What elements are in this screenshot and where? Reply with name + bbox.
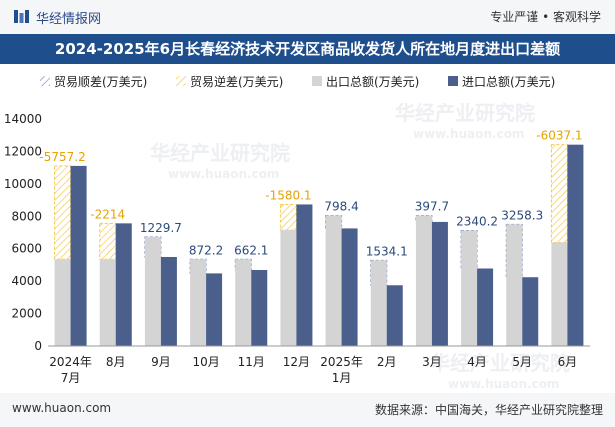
website-url[interactable]: www.huaon.com xyxy=(12,401,112,415)
import-bar xyxy=(251,269,268,346)
import-bar xyxy=(477,268,494,346)
watermark-text: 华经产业研究院 xyxy=(395,101,535,125)
export-bar xyxy=(325,215,342,346)
deficit-bar xyxy=(99,222,117,260)
x-tick-label: 2月 xyxy=(377,355,397,369)
x-tick-label: 4月 xyxy=(467,355,487,369)
y-tick-label: 8000 xyxy=(11,209,42,223)
x-tick-label: 3月 xyxy=(422,355,442,369)
import-bar xyxy=(386,285,403,346)
import-bar xyxy=(431,221,448,346)
balance-data-label: -2214 xyxy=(90,207,125,221)
data-source: 数据来源：中国海关，华经产业研究院整理 xyxy=(374,403,603,417)
x-tick-label: 7月 xyxy=(61,371,81,385)
y-tick-label: 6000 xyxy=(11,242,42,256)
deficit-bar xyxy=(279,203,297,231)
legend-swatch xyxy=(448,76,458,86)
x-tick-label: 1月 xyxy=(332,371,352,385)
x-tick-label: 2024年 xyxy=(49,355,92,369)
watermark-url: www.huaon.com xyxy=(448,377,559,391)
legend-swatch xyxy=(312,76,322,86)
import-bar xyxy=(70,165,87,346)
brand-name[interactable]: 华经情报网 xyxy=(36,12,102,27)
bottom-bar xyxy=(0,393,615,427)
watermark-text: 华经产业研究院 xyxy=(430,351,570,375)
x-tick-label: 11月 xyxy=(238,355,265,369)
legend-label: 出口总额(万美元) xyxy=(326,75,419,89)
y-tick-label: 10000 xyxy=(4,177,42,191)
slogan: 专业严谨 • 客观科学 xyxy=(490,10,601,24)
import-bar xyxy=(567,144,584,346)
export-bar xyxy=(415,215,432,346)
title-bar xyxy=(0,34,615,64)
chart-area: 华经产业研究院 www.huaon.com 华经产业研究院 www.huaon.com… xyxy=(4,74,590,391)
balance-data-label: -6037.1 xyxy=(536,129,582,143)
balance-data-label: 397.7 xyxy=(415,199,449,213)
legend-label: 贸易顺差(万美元) xyxy=(54,75,147,89)
watermark-url: www.huaon.com xyxy=(168,167,279,181)
balance-data-label: 3258.3 xyxy=(501,208,543,222)
watermark-text: 华经产业研究院 xyxy=(150,141,290,165)
balance-data-label: 872.2 xyxy=(189,243,223,257)
x-tick-label: 12月 xyxy=(283,355,310,369)
import-bar xyxy=(341,228,358,346)
export-bar xyxy=(506,224,523,346)
y-tick-label: 0 xyxy=(34,339,42,353)
legend-swatch xyxy=(176,76,186,86)
x-axis: 2024年 7月 8月 9月 10月 11月 12月 2025年 1月 2月 3月 4月 5月 6月 xyxy=(48,345,590,385)
balance-data-label: 1229.7 xyxy=(140,221,182,235)
y-tick-label: 12000 xyxy=(4,144,42,158)
export-bar xyxy=(280,230,297,346)
import-bar xyxy=(160,256,177,346)
balance-data-label: 662.1 xyxy=(234,243,268,257)
x-tick-label: 10月 xyxy=(192,355,219,369)
import-bar xyxy=(522,277,539,346)
export-bar xyxy=(144,237,161,346)
legend-label: 进口总额(万美元) xyxy=(462,75,555,89)
legend-label: 贸易逆差(万美元) xyxy=(190,74,283,89)
balance-data-label: -1580.1 xyxy=(265,188,311,202)
legend: 贸易顺差(万美元) 贸易逆差(万美元) 出口总额(万美元) 进口总额(万美元) xyxy=(40,74,555,89)
watermarks: 华经产业研究院 www.huaon.com 华经产业研究院 www.huaon.com… xyxy=(150,101,570,391)
x-tick-label: 5月 xyxy=(512,355,532,369)
export-bar xyxy=(235,259,252,346)
deficit-bar xyxy=(550,144,568,244)
y-tick-label: 14000 xyxy=(4,112,42,126)
x-tick-label: 6月 xyxy=(558,355,578,369)
import-bar xyxy=(115,223,132,346)
y-tick-label: 2000 xyxy=(11,307,42,321)
x-tick-label: 8月 xyxy=(106,355,126,369)
watermark-url: www.huaon.com xyxy=(413,127,524,141)
huajing-logo-icon xyxy=(14,10,29,23)
import-bar xyxy=(206,273,223,346)
export-bar xyxy=(461,230,478,346)
import-bar xyxy=(296,204,313,346)
export-bar xyxy=(54,259,71,346)
top-bar xyxy=(0,0,615,34)
x-tick-label: 2025年 xyxy=(320,355,363,369)
balance-data-label: 798.4 xyxy=(324,199,358,213)
export-bar xyxy=(370,260,387,346)
balance-data-label: 1534.1 xyxy=(366,244,408,258)
x-tick-label: 9月 xyxy=(151,355,171,369)
export-bar xyxy=(551,242,568,346)
legend-swatch xyxy=(40,76,50,86)
bars: -5757.2 -2214 1229.7 872.2 662.1 -1580.1 798.4… xyxy=(39,129,584,346)
export-bar xyxy=(99,259,116,346)
export-bar xyxy=(190,259,207,346)
deficit-bar xyxy=(54,165,72,260)
balance-data-label: -5757.2 xyxy=(39,150,85,164)
balance-data-label: 2340.2 xyxy=(456,215,498,229)
chart-title: 2024-2025年6月长春经济技术开发区商品收发货人所在地月度进出口差额 xyxy=(54,40,561,58)
y-axis: 0 2000 4000 6000 8000 10000 12000 14000 xyxy=(4,112,42,353)
y-tick-label: 4000 xyxy=(11,274,42,288)
